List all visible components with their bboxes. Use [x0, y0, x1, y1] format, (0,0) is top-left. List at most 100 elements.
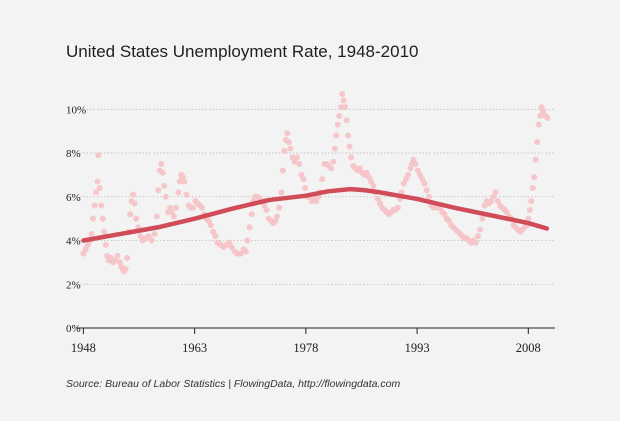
data-point-98 — [278, 189, 285, 196]
data-point-39 — [151, 230, 158, 237]
data-point-108 — [296, 160, 303, 167]
data-point-6 — [91, 202, 98, 209]
data-point-129 — [337, 104, 344, 111]
data-point-12 — [99, 215, 106, 222]
data-point-111 — [302, 185, 309, 192]
data-point-124 — [330, 158, 337, 165]
data-point-52 — [175, 189, 182, 196]
data-point-32 — [133, 215, 140, 222]
data-point-104 — [287, 145, 294, 152]
data-point-50 — [170, 213, 177, 220]
data-point-76 — [228, 244, 235, 251]
data-point-133 — [343, 117, 350, 124]
data-point-166 — [412, 160, 419, 167]
data-point-136 — [348, 154, 355, 161]
data-point-70 — [212, 233, 219, 240]
data-point-53 — [176, 178, 183, 185]
data-point-5 — [90, 215, 97, 222]
data-point-38 — [148, 237, 155, 244]
data-point-26 — [124, 255, 131, 262]
y-tick-label-0: 0% — [66, 323, 81, 335]
data-point-11 — [98, 202, 105, 209]
data-point-96 — [273, 213, 280, 220]
data-point-68 — [207, 222, 214, 229]
data-point-222 — [532, 156, 539, 163]
data-point-10 — [96, 185, 103, 192]
trend-line — [81, 186, 550, 243]
data-point-44 — [159, 169, 166, 176]
x-tick-label-1948: 1948 — [71, 341, 96, 355]
data-point-128 — [336, 112, 343, 119]
data-point-25 — [122, 265, 129, 272]
data-point-13 — [101, 228, 108, 235]
data-point-119 — [319, 176, 326, 183]
data-point-217 — [525, 215, 532, 222]
x-tick-label-1993: 1993 — [405, 341, 430, 355]
data-point-126 — [333, 132, 340, 139]
data-point-221 — [531, 174, 538, 181]
y-tick-label-6: 6% — [66, 192, 81, 204]
data-point-4 — [88, 230, 95, 237]
data-point-64 — [199, 204, 206, 211]
data-point-28 — [127, 211, 134, 218]
data-point-81 — [242, 248, 249, 255]
data-point-196 — [479, 215, 486, 222]
data-point-51 — [173, 204, 180, 211]
y-tick-label-4: 4% — [66, 236, 81, 248]
y-tick-label-10: 10% — [66, 104, 86, 116]
data-point-57 — [183, 191, 190, 198]
data-point-123 — [328, 165, 335, 172]
data-point-30 — [130, 191, 137, 198]
data-point-223 — [534, 139, 541, 146]
data-point-172 — [425, 193, 432, 200]
data-point-110 — [300, 176, 307, 183]
data-point-37 — [145, 233, 152, 240]
data-point-157 — [394, 204, 401, 211]
data-point-229 — [544, 115, 551, 122]
x-tick-label-2008: 2008 — [516, 341, 541, 355]
data-point-193 — [472, 239, 479, 246]
data-point-218 — [526, 206, 533, 213]
data-point-79 — [237, 250, 244, 257]
chart-title: United States Unemployment Rate, 1948-20… — [66, 42, 419, 61]
data-point-56 — [181, 178, 188, 185]
data-point-130 — [339, 91, 346, 97]
data-point-220 — [529, 185, 536, 192]
y-tick-label-2: 2% — [66, 279, 81, 291]
data-point-97 — [276, 204, 283, 211]
data-point-132 — [342, 104, 349, 111]
data-point-102 — [284, 130, 291, 137]
data-point-100 — [281, 147, 288, 154]
data-point-45 — [161, 182, 168, 189]
x-tick-label-1963: 1963 — [182, 341, 207, 355]
data-point-20 — [114, 252, 121, 259]
data-point-225 — [537, 112, 544, 119]
data-point-127 — [334, 121, 341, 128]
data-point-224 — [535, 121, 542, 128]
data-point-60 — [190, 204, 197, 211]
data-point-40 — [153, 213, 160, 220]
data-point-9 — [95, 152, 102, 159]
data-point-8 — [94, 178, 101, 185]
data-point-131 — [340, 97, 347, 104]
data-point-83 — [246, 224, 253, 231]
data-point-91 — [263, 206, 270, 213]
data-point-219 — [528, 198, 535, 205]
data-point-202 — [492, 189, 499, 196]
data-point-82 — [244, 237, 251, 244]
data-point-14 — [102, 241, 109, 248]
data-point-135 — [346, 143, 353, 150]
data-point-43 — [158, 160, 165, 167]
data-point-84 — [248, 211, 255, 218]
data-point-103 — [285, 139, 292, 146]
data-point-195 — [477, 226, 484, 233]
data-point-31 — [131, 200, 138, 207]
data-point-46 — [162, 193, 169, 200]
data-point-41 — [155, 187, 162, 194]
data-point-134 — [345, 132, 352, 139]
data-point-125 — [331, 145, 338, 152]
x-tick-label-1978: 1978 — [293, 341, 318, 355]
data-point-107 — [293, 154, 300, 161]
